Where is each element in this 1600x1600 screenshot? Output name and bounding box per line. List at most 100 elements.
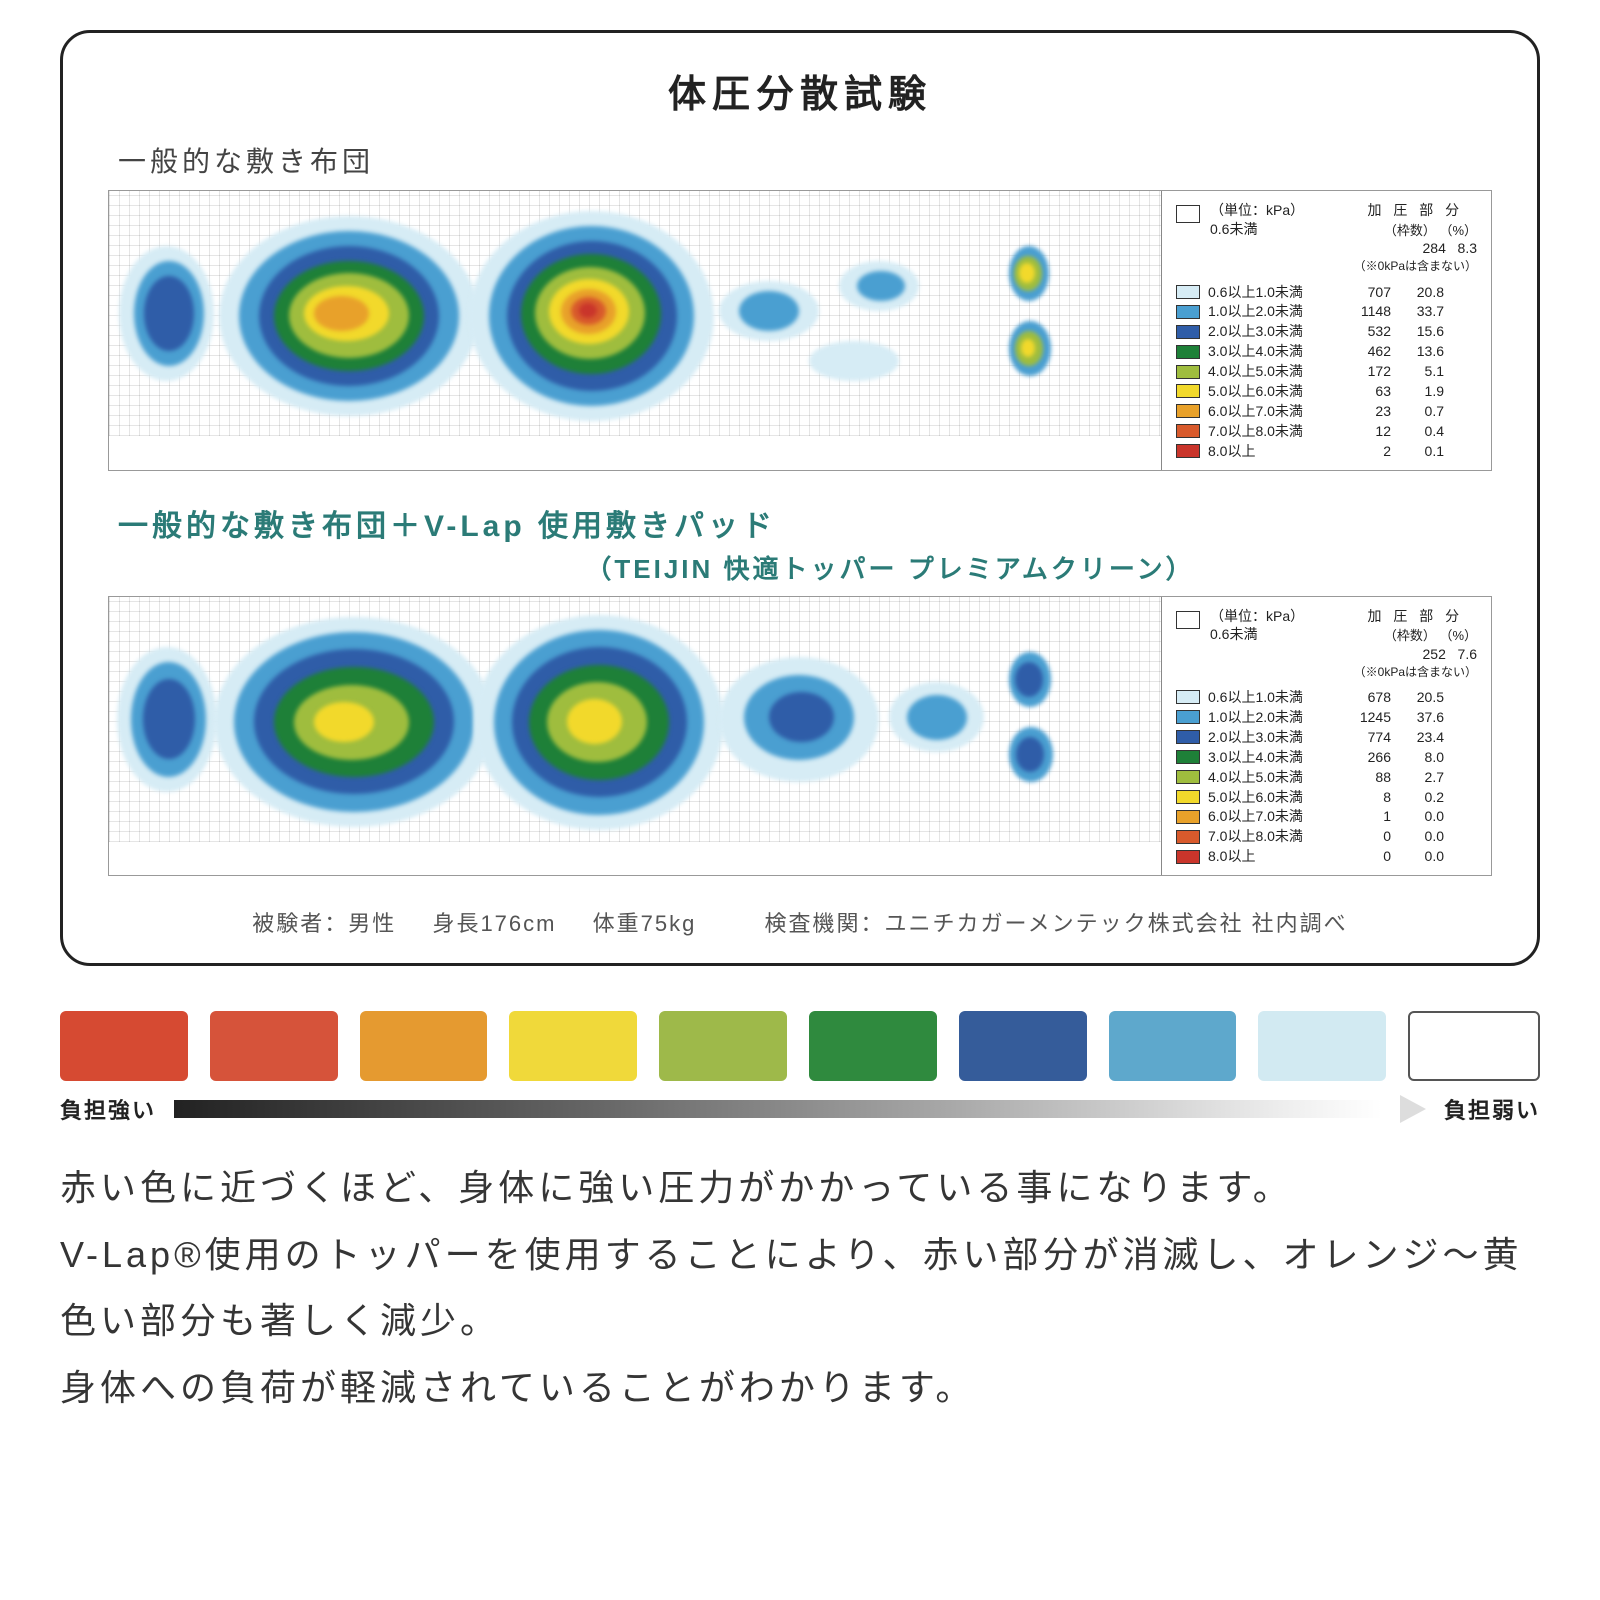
legend-pct: 0.0 — [1399, 847, 1444, 866]
legend-range-label: 3.0以上4.0未満 — [1208, 342, 1328, 361]
heatmap2-area — [109, 597, 1161, 842]
legend-count: 12 — [1336, 422, 1391, 441]
legend-pct: 0.1 — [1399, 442, 1444, 461]
legend-swatch — [1176, 830, 1200, 844]
legend-count: 88 — [1336, 768, 1391, 787]
legend-pct: 0.4 — [1399, 422, 1444, 441]
legend-row: 8.0以上00.0 — [1176, 847, 1477, 866]
legend-swatch — [1176, 424, 1200, 438]
legend-swatch — [1176, 384, 1200, 398]
legend-row: 0.6以上1.0未満67820.5 — [1176, 688, 1477, 707]
legend-count: 0 — [1336, 847, 1391, 866]
legend-row: 5.0以上6.0未満80.2 — [1176, 788, 1477, 807]
legend-swatch — [1176, 710, 1200, 724]
legend-pct: 0.0 — [1399, 827, 1444, 846]
scale-swatch — [809, 1011, 937, 1081]
legend-row: 1.0以上2.0未満124537.6 — [1176, 708, 1477, 727]
scale-label-weak: 負担弱い — [1444, 1093, 1540, 1125]
legend-swatch-empty — [1176, 611, 1200, 629]
info-subject: 被験者：男性 — [252, 911, 396, 936]
heatmap2-row: （単位：kPa） 0.6未満 加 圧 部 分 （枠数） （%） 252 7.6 … — [108, 596, 1492, 877]
legend-pct: 2.7 — [1399, 768, 1444, 787]
legend-swatch — [1176, 325, 1200, 339]
description: 赤い色に近づくほど、身体に強い圧力がかかっている事になります。 V-Lap®使用… — [60, 1155, 1540, 1421]
scale-swatch-empty — [1408, 1011, 1540, 1081]
scale-swatch — [360, 1011, 488, 1081]
legend-swatch — [1176, 305, 1200, 319]
legend-pct: 13.6 — [1399, 342, 1444, 361]
legend-zero-label: 0.6未満 — [1210, 220, 1304, 239]
legend-count: 172 — [1336, 362, 1391, 381]
arrow-right-icon — [1400, 1095, 1426, 1123]
legend-pct: 23.4 — [1399, 728, 1444, 747]
legend-pct: 15.6 — [1399, 322, 1444, 341]
legend-zero-label: 0.6未満 — [1210, 625, 1304, 644]
legend-row: 6.0以上7.0未満10.0 — [1176, 807, 1477, 826]
body-p1: 赤い色に近づくほど、身体に強い圧力がかかっている事になります。 — [60, 1155, 1540, 1222]
legend-note: （※0kPaは含まない） — [1354, 258, 1477, 274]
legend-swatch — [1176, 850, 1200, 864]
legend-pct: 20.5 — [1399, 688, 1444, 707]
color-scale: 負担強い 負担弱い — [60, 1011, 1540, 1125]
legend-unit: （単位：kPa） — [1210, 607, 1304, 626]
color-scale-row — [60, 1011, 1540, 1081]
legend-range-label: 4.0以上5.0未満 — [1208, 768, 1328, 787]
legend-row: 3.0以上4.0未満2668.0 — [1176, 748, 1477, 767]
legend-swatch — [1176, 444, 1200, 458]
legend-count: 266 — [1336, 748, 1391, 767]
legend-count: 1148 — [1336, 302, 1391, 321]
legend-pct: 33.7 — [1399, 302, 1444, 321]
body-p3: 身体への負荷が軽減されていることがわかります。 — [60, 1355, 1540, 1422]
legend-section-title: 加 圧 部 分 — [1354, 201, 1477, 220]
body-p2: V-Lap®使用のトッパーを使用することにより、赤い部分が消滅し、オレンジ〜黄色… — [60, 1222, 1540, 1355]
legend-swatch — [1176, 810, 1200, 824]
legend-swatch — [1176, 404, 1200, 418]
info-inst: 検査機関：ユニチカガーメンテック株式会社 社内調べ — [764, 911, 1347, 936]
info-height: 身長176cm — [432, 911, 556, 936]
legend-row: 3.0以上4.0未満46213.6 — [1176, 342, 1477, 361]
legend-pct: 0.7 — [1399, 402, 1444, 421]
legend-range-label: 7.0以上8.0未満 — [1208, 827, 1328, 846]
legend-range-label: 6.0以上7.0未満 — [1208, 402, 1328, 421]
legend-pct: 0.0 — [1399, 807, 1444, 826]
legend-pct: 37.6 — [1399, 708, 1444, 727]
legend-row: 4.0以上5.0未満 88 2.7 — [1176, 768, 1477, 787]
legend-swatch — [1176, 690, 1200, 704]
scale-label-strong: 負担強い — [60, 1093, 156, 1125]
legend-range-label: 1.0以上2.0未満 — [1208, 302, 1328, 321]
legend-range-label: 0.6以上1.0未満 — [1208, 283, 1328, 302]
legend-row: 2.0以上3.0未満77423.4 — [1176, 728, 1477, 747]
heatmap-block-2: 一般的な敷き布団＋V-Lap 使用敷きパッド （TEIJIN 快適トッパー プレ… — [108, 501, 1492, 877]
legend-row: 4.0以上5.0未満1725.1 — [1176, 362, 1477, 381]
heatmap1-row: （単位：kPa） 0.6未満 加 圧 部 分 （枠数） （%） 284 8.3 … — [108, 190, 1492, 471]
heatmap2-legend: （単位：kPa） 0.6未満 加 圧 部 分 （枠数） （%） 252 7.6 … — [1161, 597, 1491, 876]
legend-unit: （単位：kPa） — [1210, 201, 1304, 220]
scale-swatch — [60, 1011, 188, 1081]
heatmap1-legend: （単位：kPa） 0.6未満 加 圧 部 分 （枠数） （%） 284 8.3 … — [1161, 191, 1491, 470]
legend-cols: （枠数） （%） — [1354, 627, 1477, 645]
legend1-zero-count: 284 — [1423, 240, 1446, 256]
gradient-bar — [174, 1100, 1382, 1118]
scale-swatch — [659, 1011, 787, 1081]
legend-range-label: 2.0以上3.0未満 — [1208, 322, 1328, 341]
legend1-zero-pct: 8.3 — [1458, 240, 1477, 256]
legend-count: 532 — [1336, 322, 1391, 341]
legend-pct: 20.8 — [1399, 283, 1444, 302]
legend-range-label: 5.0以上6.0未満 — [1208, 382, 1328, 401]
scale-swatch — [1109, 1011, 1237, 1081]
legend-count: 0 — [1336, 827, 1391, 846]
legend-count: 678 — [1336, 688, 1391, 707]
legend-swatch — [1176, 770, 1200, 784]
legend-count: 707 — [1336, 283, 1391, 302]
legend-swatch — [1176, 750, 1200, 764]
legend-count: 774 — [1336, 728, 1391, 747]
legend-section-title: 加 圧 部 分 — [1354, 607, 1477, 626]
legend-swatch — [1176, 285, 1200, 299]
test-info: 被験者：男性 身長176cm 体重75kg 検査機関：ユニチカガーメンテック株式… — [108, 906, 1492, 938]
legend-count: 8 — [1336, 788, 1391, 807]
legend-row: 0.6以上1.0未満 707 20.8 — [1176, 283, 1477, 302]
legend-pct: 5.1 — [1399, 362, 1444, 381]
legend-swatch — [1176, 365, 1200, 379]
heatmap-block-1: 一般的な敷き布団 （単位：kPa） 0.6未満 加 圧 部 分 （枠数） （%）… — [108, 140, 1492, 471]
legend-count: 1 — [1336, 807, 1391, 826]
